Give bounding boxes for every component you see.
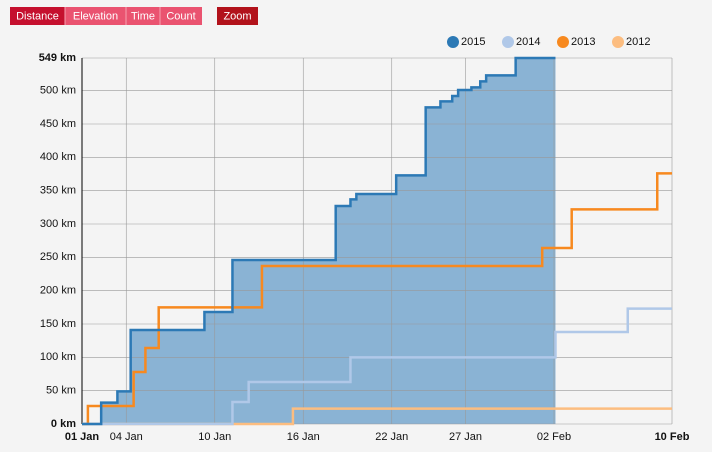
legend-label: 2013 xyxy=(571,36,595,48)
y-tick-label: 400 km xyxy=(40,151,76,163)
area xyxy=(82,58,556,424)
y-tick-label: 500 km xyxy=(40,85,76,97)
x-tick-label: 16 Jan xyxy=(287,431,320,443)
x-tick-label: 02 Feb xyxy=(537,431,571,443)
x-tick-label: 10 Feb xyxy=(655,431,690,443)
x-tick-label: 27 Jan xyxy=(449,431,482,443)
y-tick-label: 250 km xyxy=(40,251,76,263)
button-label[interactable]: Count xyxy=(166,10,195,22)
button-label[interactable]: Time xyxy=(131,10,155,22)
y-tick-label: 450 km xyxy=(40,118,76,130)
x-tick-label: 04 Jan xyxy=(110,431,143,443)
line xyxy=(82,307,672,426)
legend-label: 2015 xyxy=(461,36,485,48)
elevation-button[interactable] xyxy=(65,7,126,25)
time-button[interactable] xyxy=(126,7,160,25)
y-tick-label: 549 km xyxy=(39,52,77,64)
x-tick-label: 10 Jan xyxy=(198,431,231,443)
legend-marker xyxy=(612,36,624,48)
count-button[interactable] xyxy=(160,7,202,25)
legend-marker xyxy=(557,36,569,48)
x-tick-label: 01 Jan xyxy=(65,431,100,443)
y-tick-label: 300 km xyxy=(40,218,76,230)
legend-marker xyxy=(447,36,459,48)
y-tick-label: 100 km xyxy=(40,351,76,363)
legend-label: 2012 xyxy=(626,36,650,48)
y-tick-label: 200 km xyxy=(40,285,76,297)
legend-marker xyxy=(502,36,514,48)
y-tick-label: 50 km xyxy=(46,385,76,397)
button-label[interactable]: Elevation xyxy=(73,10,118,22)
y-tick-label: 0 km xyxy=(51,418,76,430)
zoom-button[interactable] xyxy=(217,7,258,25)
legend-label: 2014 xyxy=(516,36,540,48)
distance-button[interactable] xyxy=(10,7,65,25)
x-tick-label: 22 Jan xyxy=(375,431,408,443)
button-label[interactable]: Distance xyxy=(16,10,59,22)
zoom-label[interactable]: Zoom xyxy=(223,10,251,22)
y-tick-label: 150 km xyxy=(40,318,76,330)
line xyxy=(82,172,672,426)
line xyxy=(82,56,556,426)
y-tick-label: 350 km xyxy=(40,185,76,197)
